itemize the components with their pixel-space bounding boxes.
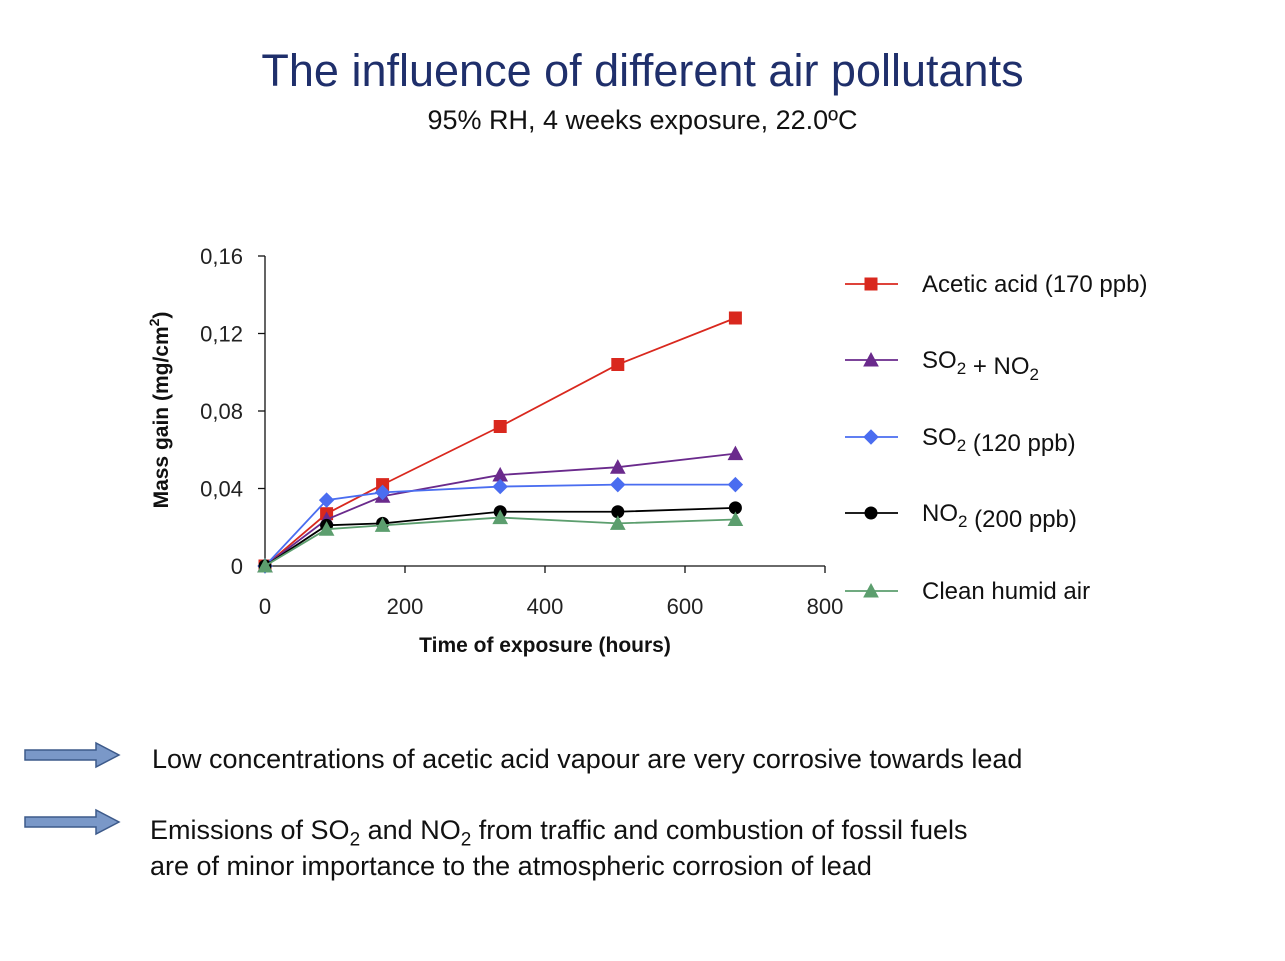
data-point-so2 [610, 476, 626, 493]
data-point-so2no2 [609, 459, 626, 474]
legend-item-no2: NO2 (200 ppb) [845, 500, 1077, 533]
bullet-1-text: Low concentrations of acetic acid vapour… [152, 744, 1023, 774]
legend-marker [863, 351, 879, 367]
data-point-acetic [493, 420, 507, 433]
chart-legend: Acetic acid (170 ppb) SO2 + NO2 SO2 (120 p… [845, 271, 1147, 605]
bullet-2-line-2: are of minor importance to the atmospher… [150, 851, 872, 881]
legend-label: Clean humid air [922, 578, 1090, 605]
bullet-1: Low concentrations of acetic acid vapour… [24, 741, 1264, 781]
bullet-2-line-1: Emissions of SO2 and NO2 from traffic an… [150, 812, 968, 858]
y-tick-label: 0,04 [200, 477, 243, 502]
bullet-2-text-b: and NO [360, 815, 461, 845]
data-point-so2 [374, 484, 391, 501]
data-point-so2 [318, 492, 335, 508]
series-line-clean [264, 516, 736, 567]
bullet-2-text-c: from traffic and combustion of fossil fu… [471, 815, 968, 845]
legend-label: SO2 + NO2 [922, 347, 1039, 384]
x-tick-label: 400 [527, 594, 564, 619]
series-clean [257, 509, 744, 573]
x-tick-label: 200 [387, 594, 424, 619]
legend-item-acetic: Acetic acid (170 ppb) [845, 271, 1147, 298]
legend-label: Acetic acid (170 ppb) [922, 271, 1147, 298]
legend-item-so2no2: SO2 + NO2 [845, 347, 1039, 384]
data-point-clean [492, 509, 509, 525]
series-line-so2no2 [264, 452, 736, 567]
legend-marker [863, 429, 879, 445]
data-point-so2no2 [727, 445, 744, 461]
chart-axes: 0 0,04 0,08 0,12 0,16 0 200 400 600 800 [200, 244, 843, 619]
bullet-2-sub-b: 2 [460, 829, 472, 851]
y-tick-label: 0,16 [200, 244, 243, 269]
y-axis-title-main: Mass gain (mg/cm [150, 326, 173, 508]
data-point-clean [257, 557, 273, 573]
legend-marker [864, 506, 878, 520]
y-axis-title-close: ) [150, 312, 173, 319]
data-point-clean [318, 521, 335, 536]
line-chart: 0 0,04 0,08 0,12 0,16 0 200 400 600 800 Time of e… [146, 244, 1147, 657]
data-point-clean [374, 517, 391, 532]
slide-title: The influence of different air pollutant… [261, 45, 1024, 96]
data-point-so2 [727, 476, 744, 493]
data-point-acetic [611, 358, 625, 371]
x-tick-label: 800 [807, 594, 844, 619]
arrow-right-icon [24, 808, 121, 836]
data-point-so2 [492, 478, 508, 495]
x-tick-label: 0 [259, 594, 271, 619]
legend-item-so2: SO2 (120 ppb) [845, 424, 1076, 457]
y-axis-title-superscript: 2 [146, 318, 162, 326]
y-tick-label: 0,12 [200, 322, 243, 347]
data-point-acetic [728, 311, 742, 325]
arrow-right-icon [24, 741, 121, 769]
legend-label: SO2 (120 ppb) [922, 424, 1076, 457]
legend-item-clean: Clean humid air [845, 578, 1090, 605]
y-tick-label: 0,08 [200, 399, 243, 424]
bullet-2: Emissions of SO2 and NO2 from traffic an… [24, 808, 1264, 888]
legend-marker [863, 582, 879, 598]
legend-label: NO2 (200 ppb) [922, 500, 1077, 533]
series-line-acetic [264, 317, 736, 567]
x-tick-label: 600 [667, 594, 704, 619]
y-tick-label: 0 [231, 554, 243, 579]
chart-series [257, 311, 744, 574]
slide-subtitle: 95% RH, 4 weeks exposure, 22.0ºC [427, 105, 858, 135]
data-point-clean [609, 515, 626, 530]
x-axis-title: Time of exposure (hours) [419, 634, 671, 657]
bullet-2-text-a: Emissions of SO [150, 815, 350, 845]
bullet-2-sub-a: 2 [349, 829, 361, 851]
y-axis-title: Mass gain (mg/cm2) [146, 312, 173, 509]
series-line-so2 [264, 483, 736, 567]
legend-marker [864, 277, 878, 291]
data-point-clean [727, 511, 744, 526]
series-line-no2 [264, 506, 736, 567]
